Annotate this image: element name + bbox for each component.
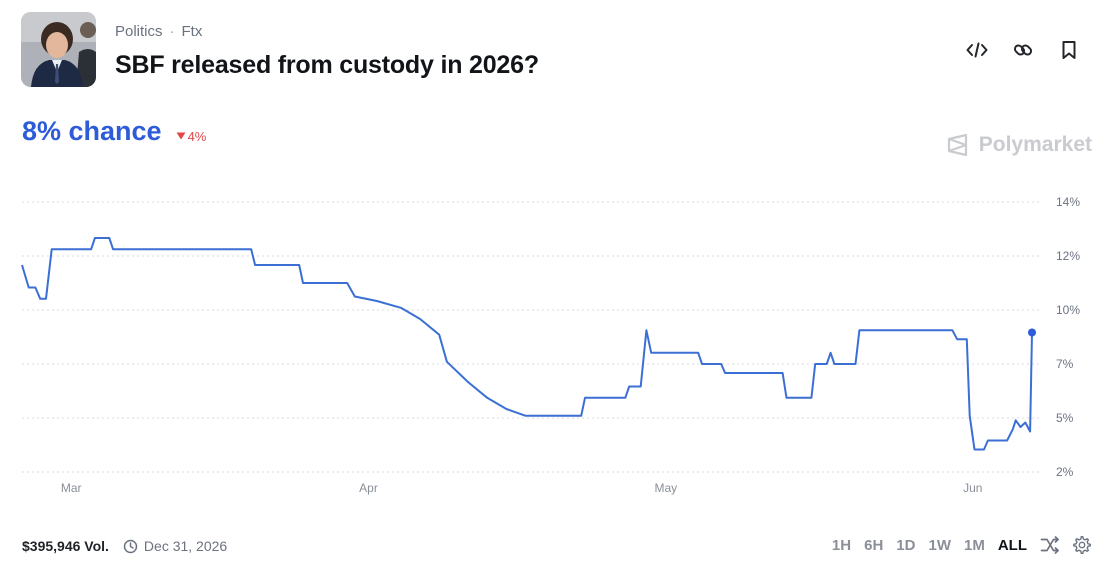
x-tick-label: May bbox=[655, 481, 678, 495]
brand-name: Polymarket bbox=[978, 133, 1092, 156]
bookmark-button[interactable] bbox=[1057, 38, 1081, 62]
y-tick-label: 7% bbox=[1056, 357, 1074, 371]
chart-settings-button[interactable] bbox=[1073, 536, 1091, 554]
breadcrumb-separator: · bbox=[169, 23, 175, 40]
breadcrumb-category[interactable]: Politics bbox=[115, 23, 163, 40]
copy-link-button[interactable] bbox=[1011, 38, 1035, 62]
chance-value: 8% chance bbox=[22, 116, 162, 146]
range-1h-button[interactable]: 1H bbox=[831, 536, 852, 554]
range-1m-button[interactable]: 1M bbox=[963, 536, 985, 554]
embed-button[interactable] bbox=[965, 38, 989, 62]
range-1w-button[interactable]: 1W bbox=[928, 536, 951, 554]
code-icon bbox=[966, 42, 988, 58]
range-6h-button[interactable]: 6H bbox=[864, 536, 884, 554]
x-tick-label: Apr bbox=[359, 481, 378, 495]
down-triangle-icon bbox=[176, 132, 186, 140]
gear-icon bbox=[1073, 536, 1091, 554]
probability-summary: 8% chance 4% bbox=[22, 116, 206, 147]
range-1d-button[interactable]: 1D bbox=[896, 536, 916, 554]
end-date: Dec 31, 2026 bbox=[123, 538, 227, 554]
market-image bbox=[21, 12, 96, 87]
link-icon bbox=[1013, 44, 1033, 56]
y-tick-label: 2% bbox=[1056, 465, 1074, 479]
y-tick-label: 10% bbox=[1056, 303, 1080, 317]
y-tick-label: 14% bbox=[1056, 195, 1080, 209]
y-tick-label: 5% bbox=[1056, 411, 1074, 425]
polymarket-logo-icon bbox=[947, 133, 967, 157]
price-chart: 14% 12% 10% 7% 5% 2% Mar Apr May Jun bbox=[21, 195, 1080, 495]
chance-delta: 4% bbox=[176, 128, 207, 144]
clock-icon bbox=[123, 539, 138, 553]
end-date-value: Dec 31, 2026 bbox=[143, 538, 228, 554]
current-point bbox=[1028, 328, 1036, 337]
breadcrumb-tag[interactable]: Ftx bbox=[181, 23, 203, 40]
shuffle-icon bbox=[1040, 536, 1059, 554]
shuffle-button[interactable] bbox=[1040, 536, 1060, 554]
delta-value: 4% bbox=[187, 128, 207, 144]
y-tick-label: 12% bbox=[1056, 249, 1080, 263]
x-tick-label: Jun bbox=[963, 481, 982, 495]
x-tick-label: Mar bbox=[61, 481, 82, 495]
range-all-button[interactable]: ALL bbox=[997, 536, 1027, 554]
series-line bbox=[21, 237, 1033, 451]
bookmark-icon bbox=[1062, 41, 1076, 59]
page-title: SBF released from custody in 2026? bbox=[115, 51, 539, 79]
breadcrumb: Politics · Ftx bbox=[115, 23, 202, 40]
market-meta: $395,946 Vol. Dec 31, 2026 bbox=[22, 538, 227, 554]
time-range-controls: 1H 6H 1D 1W 1M ALL bbox=[832, 536, 1091, 554]
polymarket-watermark: Polymarket bbox=[946, 133, 1092, 157]
volume-label: $395,946 Vol. bbox=[22, 538, 109, 554]
header-actions bbox=[965, 38, 1081, 62]
